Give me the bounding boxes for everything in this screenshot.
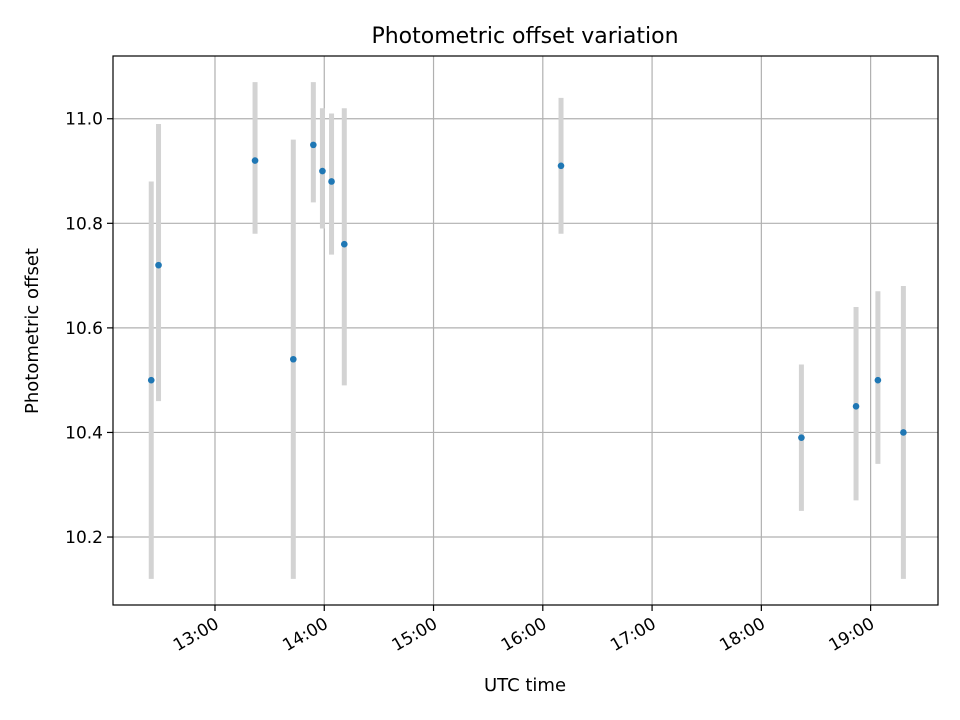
- y-tick-label: 10.8: [65, 214, 103, 234]
- data-point: [852, 403, 860, 410]
- y-axis-ticks: 10.2 10.4 10.6 10.8 11.0: [65, 110, 113, 548]
- data-point: [328, 178, 335, 185]
- y-axis-label: Photometric offset: [22, 248, 43, 414]
- data-point: [251, 157, 259, 164]
- data-points: [147, 141, 907, 441]
- data-point: [147, 376, 155, 384]
- data-point: [289, 355, 297, 363]
- plot-frame: [112, 55, 939, 606]
- plot-area: [113, 56, 938, 605]
- data-point: [310, 141, 317, 149]
- data-point: [319, 167, 326, 175]
- y-tick-label: 10.4: [65, 423, 103, 443]
- y-tick-label: 10.2: [65, 528, 103, 548]
- data-point: [798, 434, 805, 441]
- data-point: [874, 376, 882, 384]
- data-point: [155, 261, 162, 269]
- data-point: [340, 240, 348, 248]
- y-tick-label: 11.0: [65, 110, 103, 130]
- chart-title: Photometric offset variation: [371, 24, 678, 49]
- y-tick-label: 10.6: [65, 319, 103, 339]
- data-point: [557, 162, 565, 170]
- x-axis-label: UTC time: [484, 675, 566, 696]
- data-point: [900, 429, 907, 436]
